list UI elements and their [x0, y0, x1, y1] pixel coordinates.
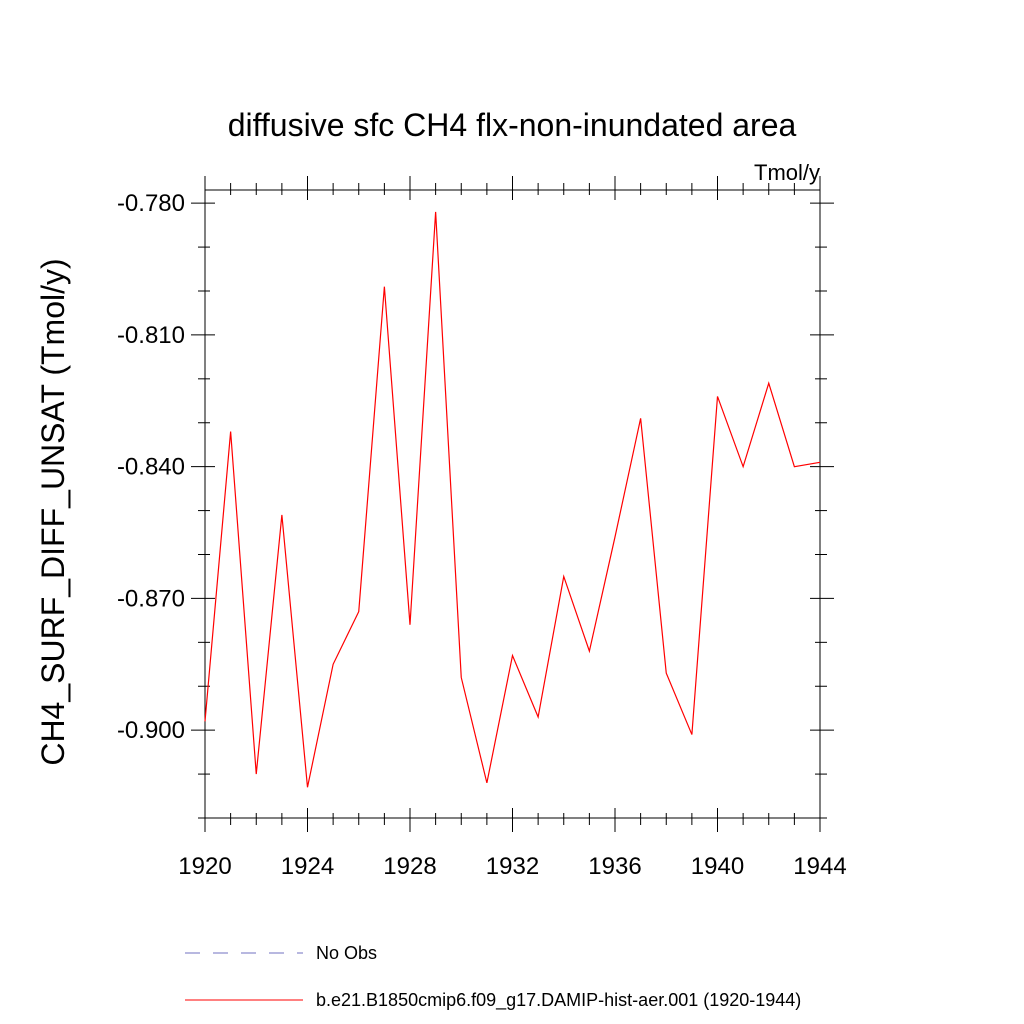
- legend-label: b.e21.B1850cmip6.f09_g17.DAMIP-hist-aer.…: [316, 990, 801, 1011]
- y-tick-label: -0.900: [117, 717, 185, 744]
- axis-ticks: [191, 176, 834, 832]
- plot-area: 1920 1924 1928 1932 1936 1940 1944 -0.780 -0.810…: [117, 176, 847, 880]
- y-axis-label: CH4_SURF_DIFF_UNSAT (Tmol/y): [35, 258, 71, 765]
- y-tick-label: -0.870: [117, 585, 185, 612]
- legend: No Obs b.e21.B1850cmip6.f09_g17.DAMIP-his…: [185, 943, 801, 1011]
- y-tick-label: -0.780: [117, 190, 185, 217]
- chart-title: diffusive sfc CH4 flx-non-inundated area: [228, 107, 797, 143]
- x-tick-label: 1924: [281, 853, 334, 880]
- x-tick-label: 1920: [178, 853, 231, 880]
- x-tick-label: 1944: [793, 853, 846, 880]
- plot-frame: [204, 189, 821, 819]
- x-tick-label: 1928: [383, 853, 436, 880]
- y-tick-label: -0.840: [117, 454, 185, 481]
- data-series: [204, 211, 821, 788]
- axis-tick-labels: 1920 1924 1928 1932 1936 1940 1944 -0.780 -0.810…: [117, 190, 847, 880]
- units-label: Tmol/y: [754, 160, 820, 185]
- y-tick-label: -0.810: [117, 322, 185, 349]
- series-line: [204, 211, 821, 788]
- x-tick-label: 1932: [486, 853, 539, 880]
- legend-label: No Obs: [316, 943, 377, 963]
- x-tick-label: 1936: [588, 853, 641, 880]
- x-tick-label: 1940: [691, 853, 744, 880]
